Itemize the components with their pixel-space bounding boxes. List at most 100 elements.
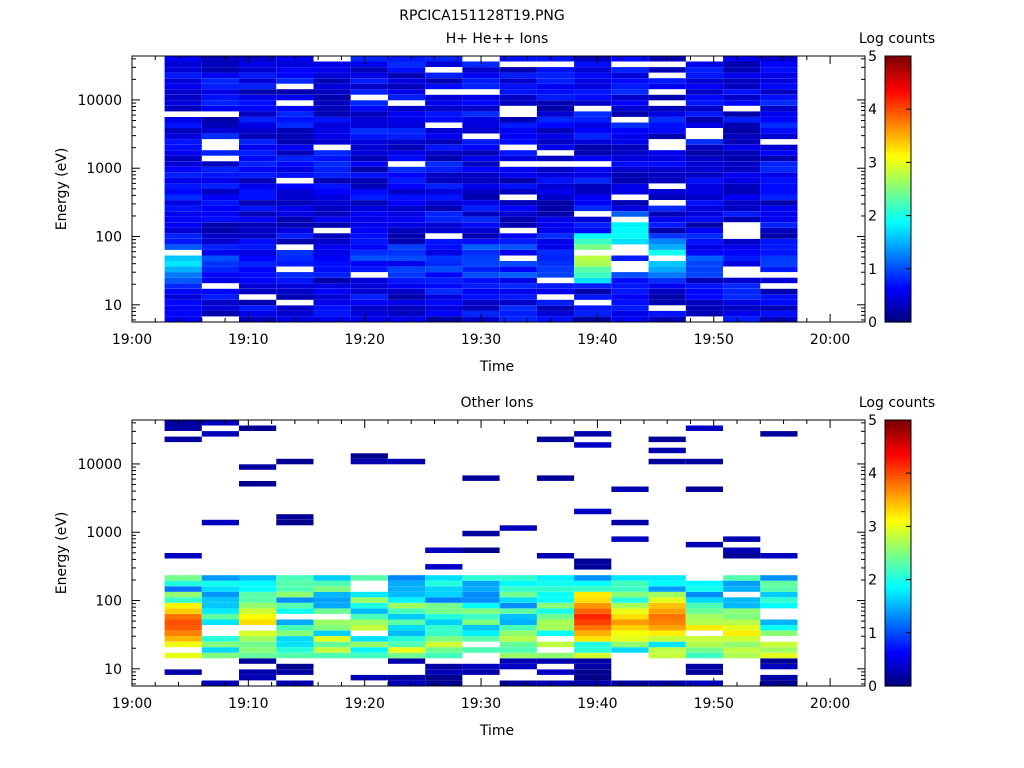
heatmap-cell — [164, 597, 202, 603]
heatmap-cell — [388, 614, 426, 620]
heatmap-cell — [313, 111, 351, 117]
heatmap-cell — [499, 288, 537, 295]
colorbar-segment — [885, 67, 911, 70]
heatmap-cell — [611, 580, 649, 587]
heatmap-cell — [276, 205, 314, 212]
heatmap-cell — [536, 575, 575, 581]
heatmap-cell — [201, 227, 239, 234]
heatmap-cell — [723, 580, 761, 587]
heatmap-cell — [313, 211, 351, 217]
heatmap-cell — [574, 294, 612, 300]
heatmap-cell — [276, 122, 314, 128]
heatmap-cell — [574, 586, 612, 592]
heatmap-cell — [760, 294, 798, 300]
colorbar-segment — [885, 553, 911, 556]
heatmap-cell — [648, 222, 686, 228]
heatmap-cell — [350, 166, 388, 173]
colorbar-segment — [885, 495, 911, 499]
heatmap-cell — [201, 636, 239, 642]
heatmap-cell — [574, 155, 612, 162]
x-tick-label: 19:10 — [228, 696, 268, 712]
colorbar-segment — [885, 208, 911, 212]
heatmap-cell — [350, 597, 388, 603]
heatmap-cell — [611, 83, 649, 90]
heatmap-cell — [685, 222, 723, 228]
heatmap-cell — [685, 94, 723, 101]
heatmap-cell — [201, 161, 239, 167]
x-tick-label: 19:50 — [694, 332, 734, 348]
heatmap-cell — [201, 519, 239, 526]
heatmap-cell — [164, 205, 202, 212]
heatmap-cell — [388, 155, 426, 162]
heatmap-cell — [388, 105, 426, 112]
heatmap-cell — [164, 133, 202, 140]
heatmap-cell — [313, 200, 351, 206]
heatmap-cell — [350, 305, 388, 311]
heatmap-cell — [536, 436, 575, 443]
heatmap-cell — [723, 83, 761, 90]
heatmap-cell — [388, 591, 426, 598]
colorbar-label: Log counts — [859, 31, 935, 47]
heatmap-cell — [574, 636, 612, 642]
heatmap-cell — [648, 83, 686, 90]
heatmap-cell — [201, 266, 239, 273]
colorbar-segment — [885, 621, 911, 625]
heatmap-cell — [648, 94, 686, 101]
heatmap-cell — [388, 205, 426, 212]
panel-other-ions: Other Ions Log counts 19:00 19:10 19:20 19:… — [54, 395, 935, 739]
heatmap-cell — [685, 608, 723, 614]
heatmap-cell — [574, 100, 612, 106]
panel-h-he-ions: H+ He++ Ions Log counts 19:00 19:10 19:20 1… — [54, 31, 935, 375]
heatmap-cell — [574, 166, 612, 173]
heatmap-cell — [723, 100, 761, 106]
heatmap-cell — [313, 266, 351, 273]
heatmap-cell — [239, 464, 277, 470]
colorbar-segment — [885, 635, 911, 638]
heatmap-cell — [164, 128, 202, 134]
heatmap-cell — [425, 177, 463, 184]
heatmap-cell — [685, 183, 723, 189]
heatmap-cell — [611, 536, 649, 542]
heatmap-cell — [462, 625, 500, 631]
heatmap-cell — [462, 222, 500, 228]
heatmap-cell — [685, 216, 723, 223]
colorbar-tick-label: 2 — [868, 573, 877, 589]
heatmap-cell — [313, 161, 351, 167]
heatmap-cell — [536, 100, 575, 106]
heatmap-cell — [201, 261, 239, 267]
heatmap-cell — [388, 630, 426, 637]
heatmap-cell — [499, 177, 537, 184]
heatmap-cell — [499, 166, 537, 173]
heatmap-cell — [723, 161, 761, 167]
heatmap-cell — [425, 564, 463, 570]
colorbar-segment — [885, 222, 911, 226]
heatmap-cell — [574, 625, 612, 631]
heatmap-cell — [164, 553, 202, 559]
heatmap-cell — [201, 166, 239, 173]
colorbar-segment — [885, 282, 911, 285]
colorbar-segment — [885, 60, 911, 64]
heatmap-cell — [201, 100, 239, 106]
heatmap-cell — [388, 636, 426, 642]
colorbar-tick-label: 0 — [868, 315, 877, 331]
colorbar-segment — [885, 637, 911, 641]
colorbar-segment — [885, 153, 911, 157]
heatmap-cell — [574, 283, 612, 289]
heatmap-cell — [350, 453, 388, 459]
heatmap-cell — [164, 155, 202, 162]
heatmap-cell — [350, 277, 388, 284]
heatmap-cell — [276, 519, 314, 526]
heatmap-cell — [499, 72, 537, 79]
colorbar-segment — [885, 435, 911, 439]
heatmap-cell — [276, 117, 314, 123]
heatmap-cell — [611, 94, 649, 101]
colorbar-segment — [885, 138, 911, 141]
heatmap-cell — [425, 625, 463, 631]
heatmap-cell — [164, 183, 202, 189]
heatmap-cell — [611, 128, 649, 134]
heatmap-cell — [574, 133, 612, 140]
heatmap-cell — [239, 636, 277, 642]
heatmap-cell — [239, 227, 277, 234]
heatmap-cell — [201, 420, 239, 426]
heatmap-cell — [201, 608, 239, 614]
